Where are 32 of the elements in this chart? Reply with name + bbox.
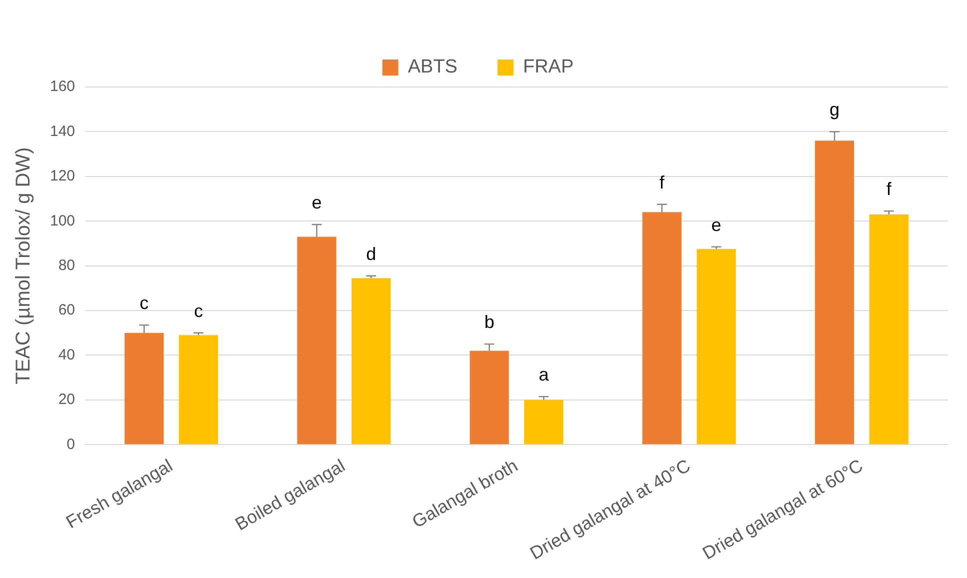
y-tick-label: 120 <box>50 168 76 185</box>
data-label: a <box>538 364 550 385</box>
bar <box>178 335 218 444</box>
data-label: d <box>366 244 376 264</box>
bar <box>814 140 854 444</box>
legend-label: ABTS <box>408 56 458 78</box>
y-tick-label: 20 <box>58 391 76 408</box>
data-label: f <box>659 172 666 192</box>
data-label: g <box>830 100 840 120</box>
y-tick-label: 0 <box>66 436 76 453</box>
y-axis-title: TEAC (µmol Trolox/ g DW) <box>12 147 35 384</box>
y-tick-label: 80 <box>58 256 76 274</box>
y-tick-label: 140 <box>50 122 76 140</box>
bar <box>696 249 736 444</box>
data-label: c <box>140 293 149 314</box>
y-tick-label: 60 <box>58 302 76 319</box>
bar <box>124 332 164 444</box>
data-label: e <box>711 214 722 235</box>
bar <box>470 350 509 444</box>
data-label: f <box>886 179 892 200</box>
bar <box>869 214 908 444</box>
legend-label: FRAP <box>522 56 574 78</box>
y-tick-label: 100 <box>50 212 76 230</box>
data-label: c <box>194 300 204 321</box>
bar <box>524 400 564 444</box>
bar <box>352 278 391 444</box>
bar <box>297 236 336 444</box>
data-label: b <box>484 312 494 332</box>
y-tick-label: 160 <box>50 78 76 96</box>
bar <box>642 212 682 444</box>
data-label: e <box>312 192 322 212</box>
y-tick-label: 40 <box>58 346 76 364</box>
